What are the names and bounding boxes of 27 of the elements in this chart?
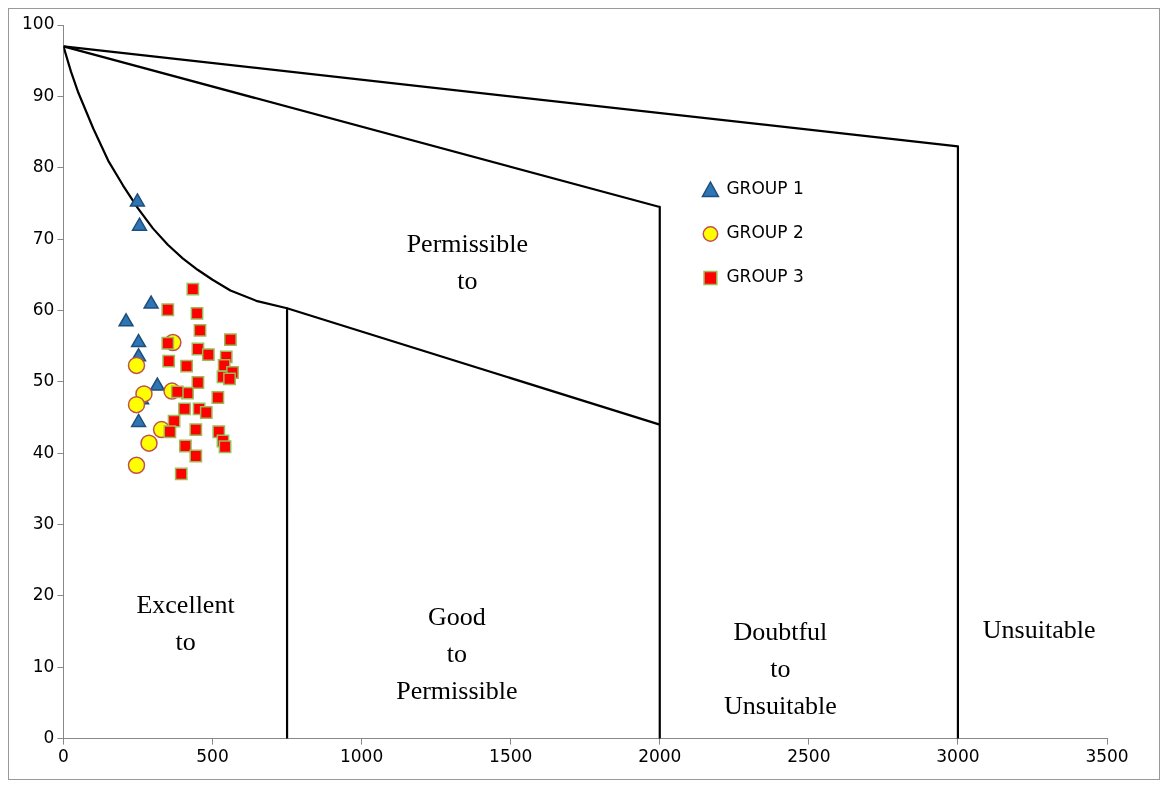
y-tick-label: 90	[32, 84, 55, 105]
y-tick-label: 30	[32, 512, 55, 533]
annotation: Doubtful to Unsuitable	[724, 616, 837, 720]
annotation: Excellent to	[136, 589, 236, 656]
x-tick-label: 2000	[638, 746, 682, 767]
legend-label: GROUP 1	[726, 178, 804, 199]
x-tick-label: 1000	[339, 746, 384, 767]
y-tick-label: 80	[32, 156, 55, 177]
y-tick-label: 100	[21, 13, 55, 34]
y-tick-label: 40	[32, 441, 55, 462]
y-tick-label: 0	[43, 727, 55, 748]
y-tick-label: 60	[32, 298, 55, 319]
legend-label: GROUP 2	[726, 222, 804, 243]
x-tick-label: 2500	[787, 746, 831, 767]
x-tick-label: 3500	[1085, 746, 1129, 767]
legend-label: GROUP 3	[726, 266, 804, 287]
y-tick-label: 20	[32, 584, 55, 605]
x-tick-label: 3000	[936, 746, 980, 767]
x-tick-label: 500	[196, 746, 229, 767]
annotation: Unsuitable	[982, 615, 1096, 645]
x-tick-label: 1500	[489, 746, 533, 767]
y-tick-label: 50	[32, 370, 55, 391]
x-tick-label: 0	[58, 746, 69, 767]
y-tick-label: 70	[32, 227, 55, 248]
y-tick-label: 10	[32, 655, 55, 676]
annotation: Good to Permissible	[396, 601, 518, 705]
annotation: Permissible to	[406, 229, 528, 296]
